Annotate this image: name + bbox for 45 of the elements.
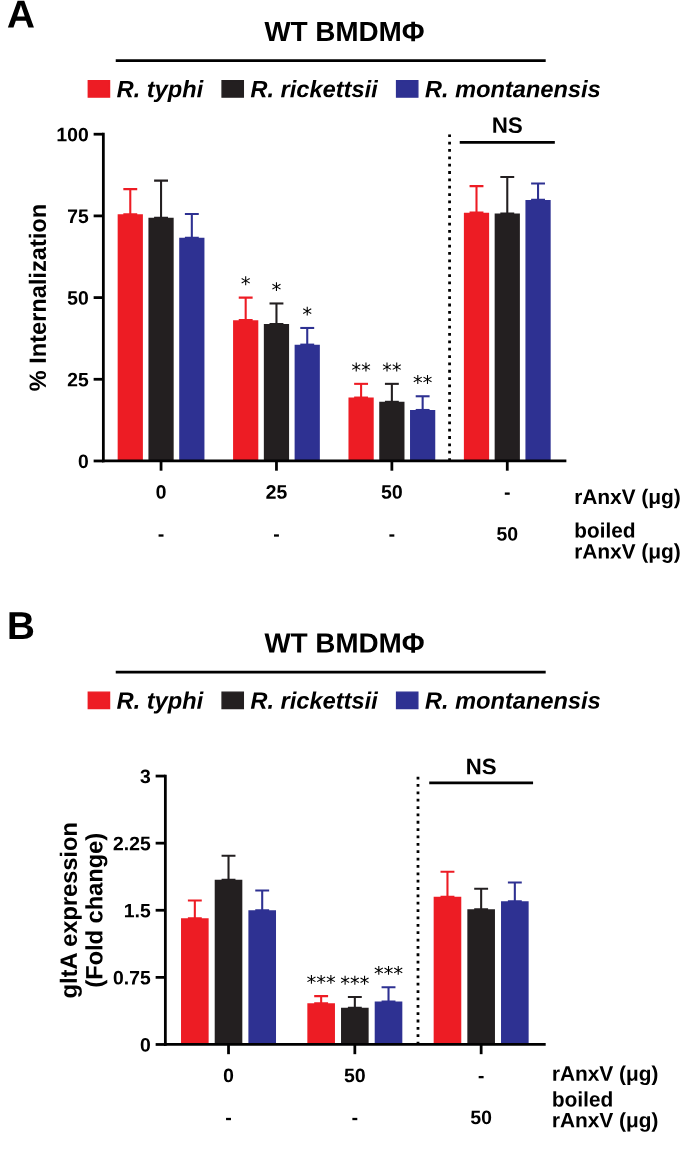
category-label: 50 - — [381, 485, 402, 537]
y-axis-title: gltA expression (Fold change) — [59, 823, 108, 998]
text: A — [7, 0, 34, 28]
data-label: ** — [413, 375, 432, 384]
data-label: *** — [340, 975, 369, 985]
category-label: 25 - — [266, 485, 287, 537]
data-label: * — [302, 306, 312, 316]
text: boiled rAnxV (μg) — [575, 522, 680, 563]
bar — [374, 1001, 403, 1045]
y-tick-label: 0 — [140, 1037, 150, 1052]
text: NS — [493, 117, 522, 134]
chart-title: WT BMDMΦ — [264, 633, 424, 653]
chart-title: WT BMDMΦ — [264, 21, 424, 42]
legend-label: R. montanensis — [425, 80, 600, 98]
text: rAnxV (μg) — [553, 1065, 658, 1086]
text: B — [9, 612, 34, 640]
text: boiled rAnxV (μg) — [553, 1091, 658, 1132]
data-label: * — [272, 282, 281, 292]
category-label: - 50 — [470, 1075, 492, 1125]
category-label: 0 - — [223, 1068, 234, 1121]
data-label: *** — [307, 974, 336, 984]
y-tick-label: 50 — [67, 291, 88, 305]
y-tick-label: 2.25 — [113, 836, 151, 851]
legend-label: R. typhi — [117, 691, 204, 714]
text: NS — [467, 758, 496, 775]
legend-label: R. typhi — [117, 80, 204, 103]
data-label: *** — [374, 965, 403, 975]
y-axis-title: % Internalization — [28, 205, 47, 391]
category-label: - 50 — [497, 492, 518, 541]
data-label: ** — [351, 362, 371, 372]
category-label: 0 - — [156, 485, 166, 537]
legend-label: R. rickettsii — [250, 691, 379, 709]
legend-label: R. rickettsii — [250, 80, 379, 98]
category-label: 50 - — [344, 1068, 365, 1121]
y-tick-label: 75 — [67, 209, 89, 224]
y-tick-label: 3 — [140, 769, 151, 784]
y-tick-label: 0.75 — [113, 970, 151, 985]
y-tick-label: 0 — [78, 454, 88, 469]
y-tick-label: 25 — [67, 372, 89, 387]
text: rAnxV (μg) — [575, 488, 680, 509]
y-tick-label: 100 — [57, 127, 88, 142]
legend-label: R. montanensis — [425, 691, 600, 709]
data-label: ** — [382, 362, 402, 372]
y-tick-label: 1.5 — [124, 903, 151, 918]
data-label: * — [241, 276, 250, 286]
